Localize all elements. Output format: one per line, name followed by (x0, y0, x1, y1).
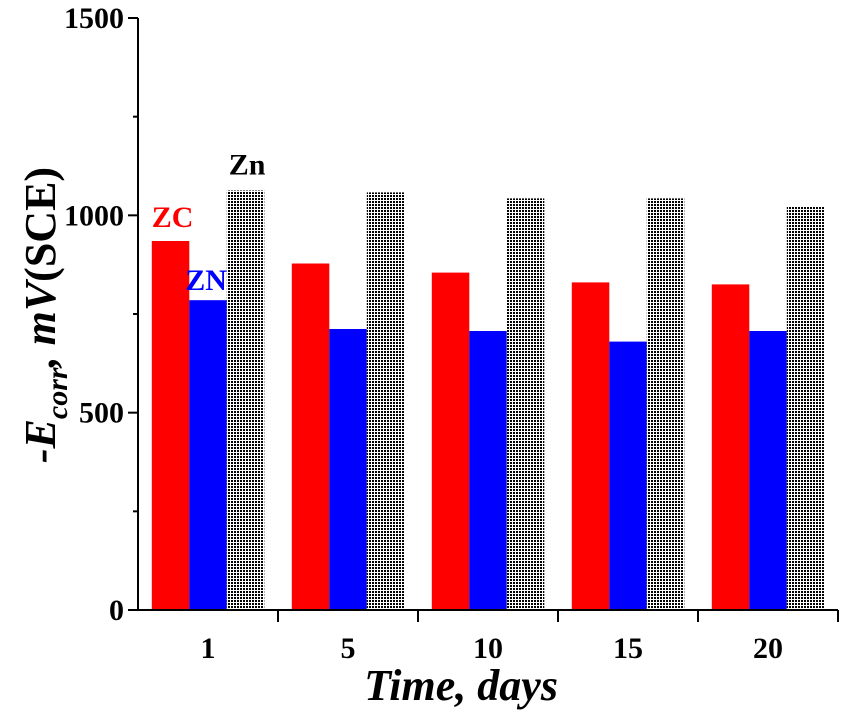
y-axis-title-prefix: -E (16, 419, 65, 463)
bar-zn-day-15 (646, 198, 685, 610)
bar-zc-day-10 (431, 272, 470, 610)
bar-zn-day-5 (329, 329, 367, 610)
bar-zn-day-1 (226, 190, 265, 610)
y-axis-title-subscript: corr (41, 367, 74, 419)
x-tick-label: 15 (613, 632, 643, 665)
bar-zn-day-10 (469, 331, 507, 610)
series-label-zc: ZC (152, 201, 194, 234)
bar-zc-day-15 (571, 282, 610, 610)
y-tick-label: 1500 (64, 2, 124, 35)
x-tick-label: 20 (753, 632, 783, 665)
bar-zn-day-20 (749, 331, 787, 610)
y-axis-title-unit: , mV (16, 278, 65, 368)
y-tick-label: 0 (109, 594, 124, 627)
bar-zn-day-1 (189, 300, 227, 610)
series-label-zn: ZN (185, 264, 227, 297)
bar-zc-day-1 (151, 241, 190, 610)
x-tick-label: 1 (201, 632, 216, 665)
x-tick-label: 10 (473, 632, 503, 665)
y-axis-title: -Ecorr, mV(SCE) (16, 167, 74, 463)
bar-zn-day-20 (786, 206, 825, 610)
series-label-zn: Zn (229, 149, 266, 182)
bar-zn-day-15 (609, 341, 647, 610)
y-axis-title-reference: (SCE) (16, 167, 65, 282)
bar-zc-day-20 (711, 284, 750, 610)
bar-zn-day-5 (366, 192, 405, 610)
y-tick-label: 500 (79, 397, 124, 430)
x-tick-label: 5 (341, 632, 356, 665)
bar-zn-day-10 (506, 198, 545, 610)
bar-zc-day-5 (291, 263, 330, 610)
x-axis-title: Time, days (364, 661, 558, 710)
bars-layer (151, 190, 825, 610)
labels-layer: ZC ZN Zn (152, 149, 266, 298)
y-tick-label: 1000 (64, 199, 124, 232)
